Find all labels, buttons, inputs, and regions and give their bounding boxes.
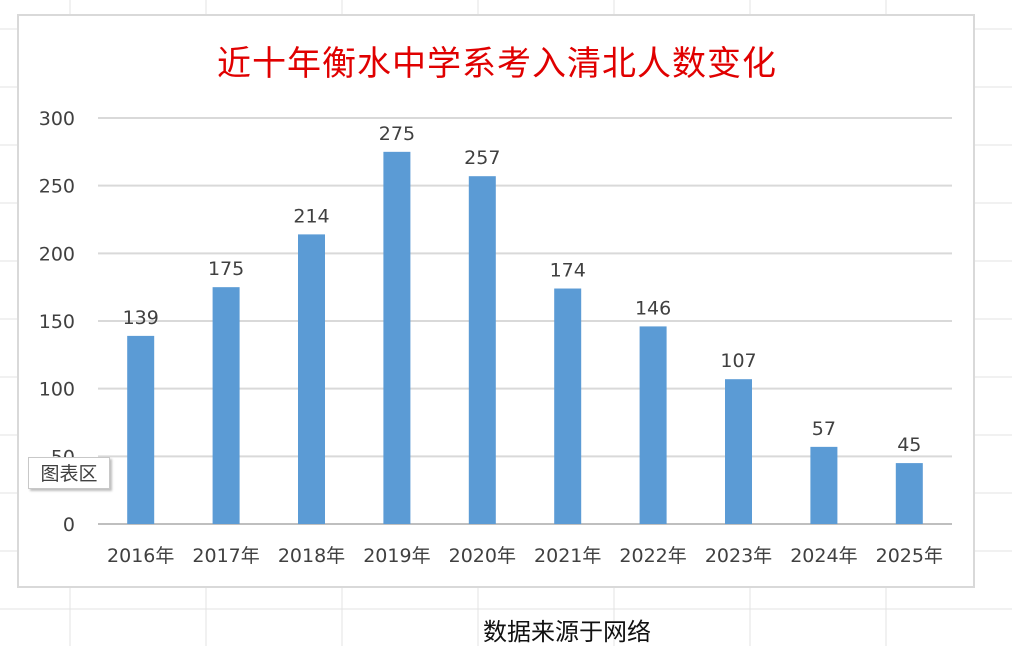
data-label: 146 xyxy=(635,297,671,319)
data-source-note: 数据来源于网络 xyxy=(483,618,651,646)
bar-2020年[interactable] xyxy=(468,176,496,524)
x-tick-label: 2023年 xyxy=(705,545,772,567)
x-tick-label: 2019年 xyxy=(363,545,430,567)
data-label: 107 xyxy=(720,350,756,372)
x-tick-label: 2016年 xyxy=(107,545,174,567)
y-tick-label: 250 xyxy=(39,176,75,198)
bar-2021年[interactable] xyxy=(554,288,582,524)
data-label: 139 xyxy=(123,307,159,329)
x-tick-label: 2017年 xyxy=(192,545,259,567)
data-label: 275 xyxy=(379,123,415,145)
bar-2017年[interactable] xyxy=(212,287,240,524)
bar-2022年[interactable] xyxy=(639,326,667,524)
x-tick-label: 2021年 xyxy=(534,545,601,567)
y-tick-label: 200 xyxy=(39,243,75,265)
x-tick-label: 2020年 xyxy=(449,545,516,567)
x-tick-label: 2024年 xyxy=(790,545,857,567)
y-tick-label: 150 xyxy=(39,311,75,333)
bar-2019年[interactable] xyxy=(383,151,411,525)
y-tick-label: 0 xyxy=(63,514,75,536)
bar-2023年[interactable] xyxy=(725,379,752,524)
chart-title: 近十年衡水中学系考入清北人数变化 xyxy=(217,44,777,84)
bar-2025年[interactable] xyxy=(895,463,923,524)
bar-2018年[interactable] xyxy=(298,234,325,525)
data-label: 214 xyxy=(293,205,329,227)
bar-2024年[interactable] xyxy=(810,446,838,524)
chart-area-tooltip: 图表区 xyxy=(28,457,110,489)
data-label: 175 xyxy=(208,258,244,280)
bar-2016年[interactable] xyxy=(127,335,155,524)
y-tick-label: 100 xyxy=(39,379,75,401)
data-label: 57 xyxy=(812,418,836,440)
x-tick-label: 2025年 xyxy=(876,545,943,567)
y-tick-label: 300 xyxy=(39,108,75,130)
data-label: 45 xyxy=(897,434,921,456)
data-label: 257 xyxy=(464,147,500,169)
x-tick-label: 2022年 xyxy=(619,545,686,567)
x-tick-label: 2018年 xyxy=(278,545,345,567)
data-label: 174 xyxy=(550,260,586,282)
